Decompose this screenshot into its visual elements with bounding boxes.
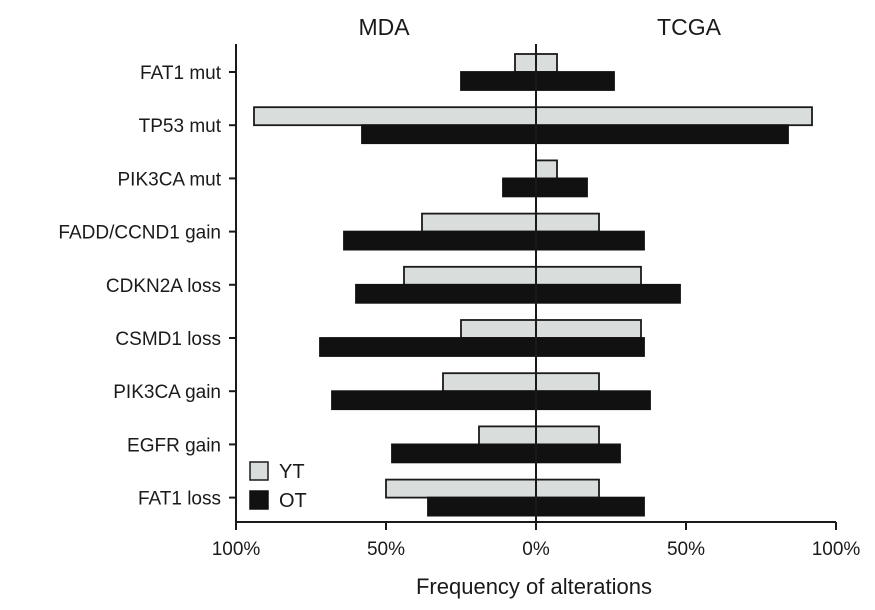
- x-tick-label-2: 0%: [522, 539, 550, 560]
- bar-ot-4: [355, 283, 681, 304]
- bar-layer: [253, 53, 813, 517]
- category-label-3: FADD/CCND1 gain: [58, 223, 221, 244]
- legend-swatch-ot: [249, 490, 269, 510]
- legend-swatch-yt: [249, 461, 269, 481]
- x-axis-title: Frequency of alterations: [416, 574, 652, 599]
- bar-ot-6: [331, 390, 651, 411]
- category-label-2: PIK3CA mut: [118, 169, 222, 190]
- category-label-8: FAT1 loss: [138, 489, 221, 510]
- x-axis-ticks: 100% 50% 0% 50% 100%: [212, 522, 861, 560]
- category-label-6: PIK3CA gain: [113, 382, 221, 403]
- category-labels: FAT1 mut TP53 mut PIK3CA mut FADD/CCND1 gai…: [58, 63, 236, 510]
- category-label-4: CDKN2A loss: [106, 276, 221, 297]
- bar-ot-7: [391, 443, 621, 464]
- category-label-0: FAT1 mut: [140, 63, 222, 84]
- x-tick-label-1: 50%: [367, 539, 405, 560]
- bar-yt-8: [385, 478, 600, 499]
- x-tick-label-4: 100%: [812, 539, 861, 560]
- bar-ot-5: [319, 337, 645, 357]
- bar-ot-0: [460, 71, 615, 91]
- bar-ot-2: [502, 177, 588, 198]
- legend: YT OT: [249, 461, 307, 512]
- x-tick-label-0: 100%: [212, 539, 261, 560]
- bar-ot-3: [343, 230, 645, 251]
- bar-yt-7: [478, 425, 600, 446]
- legend-label-yt: YT: [279, 461, 305, 483]
- right-panel-title: TCGA: [657, 14, 722, 40]
- bar-yt-5: [460, 319, 642, 339]
- bar-yt-4: [403, 265, 642, 286]
- bar-ot-1: [361, 124, 789, 145]
- legend-label-ot: OT: [279, 490, 307, 512]
- x-tick-label-3: 50%: [667, 539, 705, 560]
- bar-yt-1: [253, 106, 813, 127]
- category-label-1: TP53 mut: [139, 116, 222, 137]
- category-label-5: CSMD1 loss: [115, 329, 221, 350]
- category-label-7: EGFR gain: [127, 435, 221, 456]
- bar-yt-3: [421, 212, 600, 233]
- left-panel-title: MDA: [358, 14, 410, 40]
- bar-yt-6: [442, 372, 600, 393]
- bar-yt-2: [535, 159, 558, 180]
